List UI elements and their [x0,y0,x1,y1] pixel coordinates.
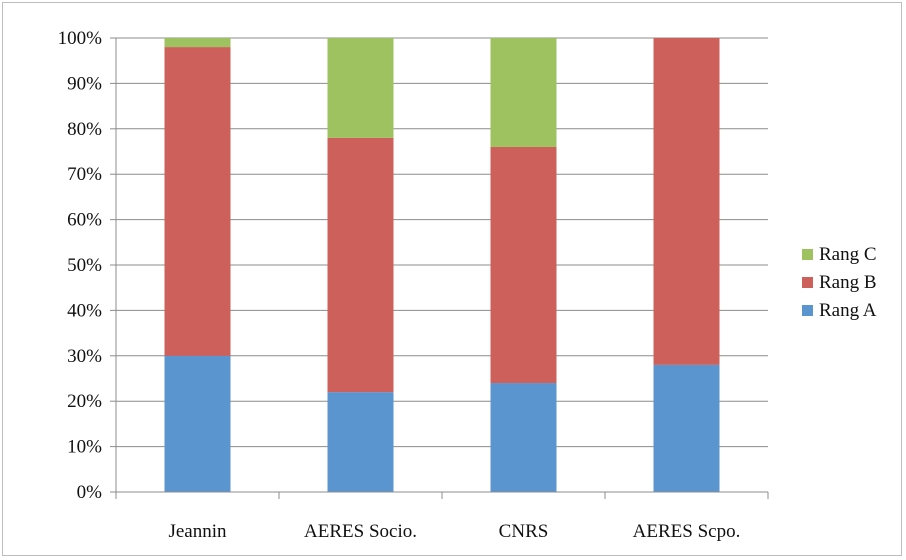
y-tick-label: 80% [67,119,102,140]
bar-rang-c [490,38,557,147]
legend-swatch [802,277,813,288]
x-tick-label: Jeannin [168,521,227,542]
legend: Rang C Rang B Rang A [802,244,877,321]
y-tick-label: 10% [67,437,102,458]
bar-rang-b [653,38,720,365]
y-tick-label: 90% [67,73,102,94]
y-tick-label: 20% [67,391,102,412]
x-tick-labels: Jeannin AERES Socio. CNRS AERES Scpo. [168,521,740,542]
x-tick-label: CNRS [499,521,549,542]
x-tick-label: AERES Scpo. [633,521,741,542]
bar-rang-a [327,392,394,492]
y-tick-label: 0% [77,482,103,503]
legend-label: Rang C [819,244,877,265]
bar-rang-c [327,38,394,138]
y-tick-label: 50% [67,255,102,276]
axes [110,37,769,499]
legend-label: Rang B [819,272,877,293]
bar-rang-b [490,146,557,384]
y-tick-label: 40% [67,300,102,321]
bar-rang-a [164,355,231,492]
bar-rang-b [327,137,394,393]
bars [164,38,720,492]
bar-rang-a [653,364,720,492]
legend-label: Rang A [819,300,877,321]
legend-swatch [802,305,813,316]
legend-swatch [802,249,813,260]
y-tick-labels: 0% 10% 20% 30% 40% 50% 60% 70% 80% 90% 100% [58,28,103,503]
bar-rang-c [164,38,231,48]
bar-rang-b [164,47,231,356]
y-tick-label: 60% [67,210,102,231]
y-tick-label: 30% [67,346,102,367]
y-tick-label: 100% [58,28,103,49]
y-tick-label: 70% [67,164,102,185]
x-tick-label: AERES Socio. [304,521,417,542]
bar-rang-a [490,383,557,492]
